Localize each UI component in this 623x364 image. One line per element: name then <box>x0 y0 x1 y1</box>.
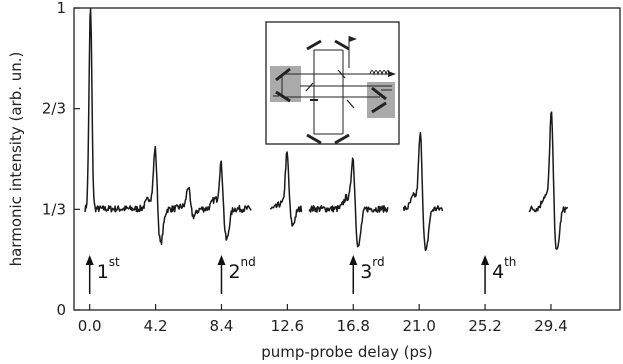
beam-splitter <box>337 69 346 79</box>
mirror <box>371 86 387 101</box>
x-tick-label: 29.4 <box>534 317 567 335</box>
x-tick-label: 21.0 <box>402 317 435 335</box>
x-tick-label: 8.4 <box>210 317 234 335</box>
trace-segment <box>308 157 389 248</box>
delay-stage-right <box>367 82 395 118</box>
mirror <box>275 67 291 82</box>
mirror <box>334 39 350 51</box>
order-label-sup: nd <box>240 255 255 269</box>
order-arrow-head <box>481 255 490 265</box>
y-tick-label: 0 <box>56 301 66 319</box>
plot-frame <box>73 7 621 311</box>
order-label: 1 <box>97 261 109 283</box>
trace-segment <box>402 131 444 252</box>
mirror <box>334 133 350 145</box>
y-axis-ticks: 0 1/3 2/3 1 <box>42 0 80 319</box>
order-label-sup: th <box>504 255 516 269</box>
x-tick-label: 4.2 <box>144 317 168 335</box>
mirror <box>275 90 291 103</box>
x-tick-label: 25.2 <box>468 317 501 335</box>
order-arrow-head <box>349 255 358 265</box>
beam-splitter <box>305 82 314 92</box>
order-label: 2 <box>228 261 240 283</box>
x-tick-label: 16.8 <box>337 317 370 335</box>
order-label: 3 <box>360 261 372 283</box>
order-label-sup: rd <box>372 255 384 269</box>
flag-marker <box>349 36 357 42</box>
order-arrow-head <box>217 255 226 265</box>
x-tick-label: 0.0 <box>78 317 102 335</box>
mirror <box>306 39 322 51</box>
mirror <box>371 101 387 114</box>
order-label: 4 <box>492 261 504 283</box>
x-axis-ticks: 0.0 4.2 8.4 12.6 16.8 21.0 25.2 29.4 <box>78 304 568 335</box>
mirror <box>306 133 322 145</box>
x-axis-title: pump-probe delay (ps) <box>261 343 432 361</box>
trace-segment <box>269 151 303 227</box>
y-tick-label: 2/3 <box>42 100 66 118</box>
setup-schematic-inset <box>265 21 400 145</box>
y-axis-title: harmonic intensity (arb. un.) <box>7 52 25 267</box>
x-tick-label: 12.6 <box>271 317 304 335</box>
order-label-sup: st <box>109 255 120 269</box>
beam-splitter <box>346 99 355 109</box>
y-tick-label: 1 <box>56 0 66 17</box>
trace-segment <box>84 8 252 246</box>
trace-segment <box>528 111 569 250</box>
harmonic-traces <box>84 8 569 252</box>
pulse-train-icon <box>369 70 391 76</box>
y-tick-label: 1/3 <box>42 200 66 218</box>
order-arrow-head <box>85 255 94 265</box>
